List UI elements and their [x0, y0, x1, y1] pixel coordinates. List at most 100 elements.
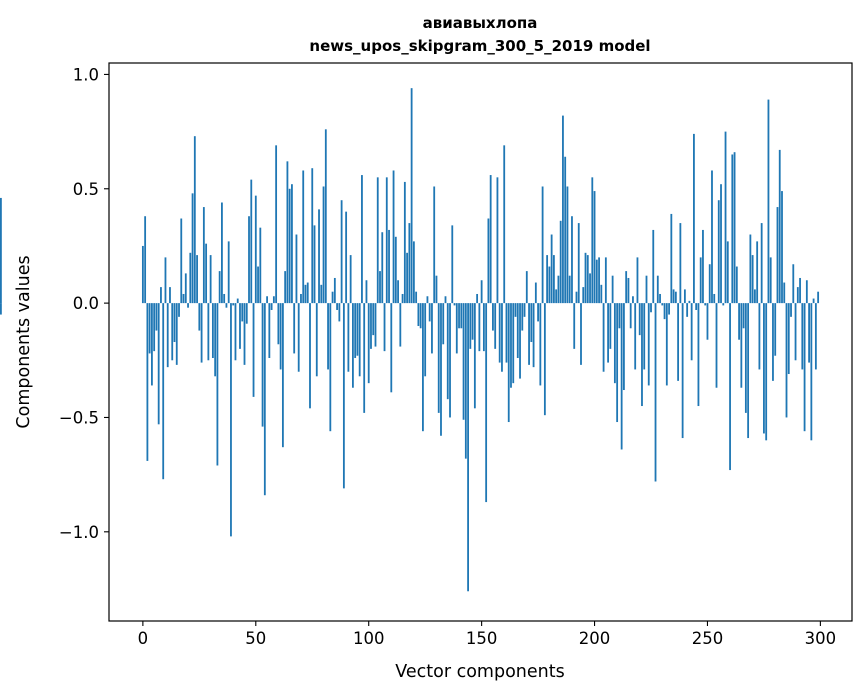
bar-276: [765, 303, 768, 441]
bar-47: [248, 216, 250, 304]
bar-125: [424, 303, 427, 377]
bar-285: [785, 303, 788, 418]
bar-145: [469, 303, 472, 349]
bar-55: [266, 296, 268, 304]
bar-160: [503, 145, 506, 304]
bar-278: [769, 257, 772, 304]
bar-111: [392, 170, 395, 304]
bar-90: [345, 211, 348, 304]
bar-268: [747, 303, 750, 439]
bar-80: [322, 186, 325, 304]
bar-42: [236, 298, 239, 304]
bar-13: [171, 303, 174, 361]
bar-244: [693, 133, 695, 304]
bar-205: [604, 257, 607, 304]
bar-206: [607, 303, 609, 363]
bar-203: [600, 284, 603, 304]
bar-154: [489, 175, 492, 304]
bar-277: [767, 99, 770, 304]
bar-232: [665, 303, 668, 386]
bar-174: [534, 282, 537, 304]
bar-67: [293, 303, 296, 354]
bar-195: [582, 287, 585, 304]
bar-93: [352, 303, 354, 388]
bar-175: [537, 303, 539, 322]
bars-group: [0, 88, 820, 592]
bar-164: [512, 303, 515, 384]
bar-21: [189, 252, 192, 304]
bar-45: [243, 303, 246, 365]
bar-255: [717, 200, 720, 304]
bar-120: [412, 241, 415, 304]
bar-46: [245, 303, 248, 324]
bar-89: [342, 303, 345, 489]
bar-243: [690, 303, 693, 361]
bar-87: [338, 303, 341, 322]
bar-298: [814, 303, 817, 370]
bar-211: [618, 303, 621, 329]
bar-230: [661, 303, 664, 306]
bar-71: [302, 170, 305, 304]
bar-70: [300, 293, 302, 304]
bar-173: [532, 303, 535, 368]
bar-249: [704, 303, 707, 306]
bar-209: [613, 303, 616, 384]
bar-106: [381, 232, 384, 304]
bar-75: [311, 168, 314, 304]
bar-59: [275, 145, 278, 304]
bar-116: [403, 181, 406, 304]
bar-266: [742, 303, 745, 329]
y-tick-label-1: 0.5: [73, 180, 99, 199]
bar-274: [760, 223, 763, 304]
bar-189: [568, 275, 571, 304]
bar-74: [309, 303, 311, 409]
bar-118: [408, 223, 411, 304]
bar-194: [580, 303, 582, 365]
bar-168: [521, 303, 524, 331]
bar-61: [279, 303, 282, 370]
bar-139: [455, 303, 458, 354]
bar-147: [473, 303, 476, 409]
bar-26: [200, 303, 203, 363]
bar-279: [772, 303, 774, 381]
bar-82: [327, 303, 329, 370]
bar-103: [374, 303, 377, 347]
bar-96: [358, 303, 361, 377]
bar-258: [724, 131, 727, 304]
bar-271: [753, 289, 756, 304]
bar-49: [252, 303, 255, 397]
bar-180: [548, 266, 551, 304]
bar-56: [268, 303, 271, 359]
bar-41: [234, 303, 237, 361]
bar-224: [647, 303, 650, 386]
bar-100: [367, 303, 370, 384]
bar-169: [523, 303, 526, 317]
x-axis-label: Vector components: [395, 662, 564, 682]
bar-256: [720, 184, 722, 304]
bar-193: [577, 223, 580, 304]
bar-171: [528, 303, 530, 365]
bar-32: [214, 303, 217, 377]
bar-135: [446, 303, 449, 400]
bar-201: [595, 259, 598, 304]
bar-143: [464, 303, 467, 459]
bar-262: [733, 152, 736, 304]
plot-frame: [108, 62, 853, 622]
bar-250: [706, 303, 709, 340]
bar-40: [232, 303, 235, 306]
x-tick-label-150: 150: [466, 629, 498, 648]
bar-239: [681, 303, 684, 439]
bar-151: [482, 303, 485, 352]
bar-185: [559, 220, 562, 304]
y-tick-label-0: 1.0: [73, 65, 99, 84]
bar-182: [552, 255, 555, 304]
bar-115: [401, 293, 404, 304]
bar-177: [541, 186, 544, 304]
bar-39: [230, 303, 232, 537]
x-tick-label-0: 0: [138, 629, 149, 648]
bar-76: [313, 225, 316, 304]
bar-245: [695, 303, 698, 310]
bar-35: [221, 202, 223, 304]
bar-248: [702, 229, 704, 304]
bar-94: [354, 303, 357, 359]
